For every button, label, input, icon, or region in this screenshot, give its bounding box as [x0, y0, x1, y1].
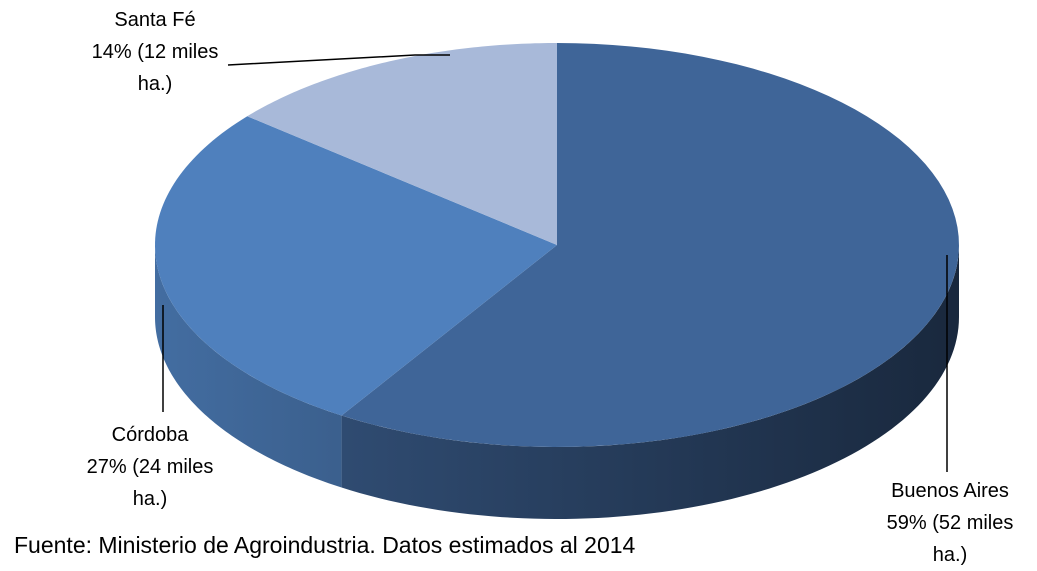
category-label: Santa Fé [114, 9, 196, 31]
value-label: 27% (24 miles ha.) [86, 456, 214, 510]
pie-side [341, 245, 959, 519]
pie-slice [155, 116, 557, 416]
source-note: Fuente: Ministerio de Agroindustria. Dat… [14, 532, 636, 558]
value-label: 59% (52 miles ha.) [886, 512, 1014, 566]
category-label: Buenos Aires [891, 480, 1009, 502]
category-label: Córdoba [111, 424, 189, 446]
data-label: Córdoba 27% (24 miles ha.) [75, 419, 225, 515]
data-label: Buenos Aires 59% (52 miles ha.) [875, 475, 1025, 571]
data-label: Santa Fé 14% (12 miles ha.) [80, 4, 230, 100]
leader-line [227, 54, 450, 66]
pie-side [155, 245, 342, 488]
pie-slice [341, 43, 959, 447]
pie-slice [247, 43, 558, 245]
value-label: 14% (12 miles ha.) [91, 41, 219, 95]
